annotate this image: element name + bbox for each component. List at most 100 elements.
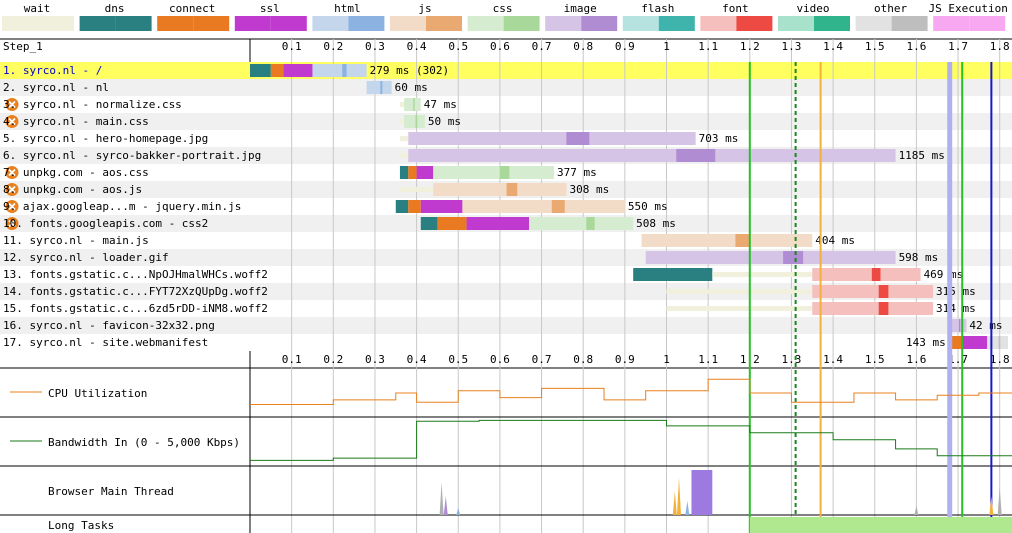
warning-icon-x	[8, 202, 16, 211]
request-row: 7. unpkg.com - aos.css 377 ms	[3, 166, 597, 179]
request-label: 3. syrco.nl - normalize.css	[3, 98, 182, 111]
tick-label-top: 1	[663, 40, 670, 53]
tick-label-bottom: 0.5	[448, 353, 468, 366]
bar-download-html	[380, 81, 383, 94]
legend-swatch-dark	[426, 16, 462, 31]
tick-label-top: 0.5	[448, 40, 468, 53]
tick-label-top: 0.3	[365, 40, 385, 53]
legend-label: other	[874, 2, 907, 15]
legend-label: dns	[105, 2, 125, 15]
bar-segment-font	[812, 285, 934, 298]
request-row: 17. syrco.nl - site.webmanifest 143 ms	[3, 336, 1009, 349]
legend-swatch-dark	[348, 16, 385, 31]
row-bg	[0, 96, 1012, 113]
tick-label-bottom: 1.6	[906, 353, 926, 366]
long-task-bar	[749, 517, 1012, 533]
request-row: 15. fonts.gstatic.c...6zd5rDD-iNM8.woff2…	[3, 302, 976, 315]
request-label: 1. syrco.nl - /	[3, 64, 102, 77]
bar-segment-other	[987, 336, 1009, 349]
request-label: 5. syrco.nl - hero-homepage.jpg	[3, 132, 208, 145]
tick-label-bottom: 0.1	[282, 353, 302, 366]
legend-swatch-light	[312, 16, 349, 31]
bar-segment-image	[408, 149, 896, 162]
legend-swatch-dark	[503, 16, 540, 31]
legend-swatch-light	[79, 16, 116, 31]
request-row: 14. fonts.gstatic.c...FYT72XzQUpDg.woff2…	[3, 285, 976, 298]
legend-swatch-light	[545, 16, 582, 31]
request-label: 15. fonts.gstatic.c...6zd5rDD-iNM8.woff2	[3, 302, 268, 315]
request-row: 6. syrco.nl - syrco-bakker-portrait.jpg 1…	[3, 149, 945, 162]
tick-label-bottom: 1.1	[698, 353, 718, 366]
request-row: 2. syrco.nl - nl 60 ms	[3, 81, 428, 94]
bar-segment-wait	[712, 272, 813, 277]
row-bg	[0, 317, 1012, 334]
legend-swatch-light	[234, 16, 271, 31]
bar-download-css	[586, 217, 595, 230]
warning-icon-x	[8, 117, 16, 126]
tick-label-bottom: 1.3	[782, 353, 802, 366]
bar-segment-wait	[399, 136, 409, 141]
tick-label-top: 1.7	[948, 40, 968, 53]
row-bg	[0, 232, 1012, 249]
request-time: 308 ms	[570, 183, 610, 196]
bar-segment-connect	[949, 336, 963, 349]
request-time: 598 ms	[899, 251, 939, 264]
row-bg	[0, 283, 1012, 300]
request-time: 314 ms	[936, 302, 976, 315]
bar-download-css	[413, 98, 415, 111]
tick-label-bottom: 1.4	[823, 353, 843, 366]
bar-segment-wait	[666, 289, 813, 294]
warning-icon-x	[8, 219, 16, 228]
bar-segment-connect	[270, 64, 284, 77]
tick-label-top: 1.8	[990, 40, 1010, 53]
bar-download-js	[735, 234, 750, 247]
legend: wait dns connect ssl html js css image flash font…	[2, 2, 1008, 31]
bar-segment-image	[408, 132, 696, 145]
legend-swatch-light	[700, 16, 737, 31]
legend-swatch-dark	[115, 16, 152, 31]
metrics-panels: CPU Utilization Bandwidth In (0 - 5,000 K…	[10, 378, 1012, 533]
legend-swatch-dark	[736, 16, 773, 31]
request-row: 10. fonts.googleapis.com - css2 508 ms	[3, 217, 676, 230]
legend-swatch-light	[157, 16, 194, 31]
request-label: 4. syrco.nl - main.css	[3, 115, 149, 128]
bar-segment-ssl	[962, 336, 988, 349]
bar-download-js	[506, 183, 518, 196]
bar-segment-connect	[408, 166, 417, 179]
bar-segment-ssl	[416, 166, 434, 179]
legend-swatch-light	[778, 16, 814, 31]
main-thread-spike	[914, 505, 919, 515]
tick-label-top: 0.6	[490, 40, 510, 53]
request-label: 7. unpkg.com - aos.css	[3, 166, 149, 179]
tick-label-bottom: 1	[663, 353, 670, 366]
bar-segment-dns	[420, 217, 438, 230]
request-label: 17. syrco.nl - site.webmanifest	[3, 336, 208, 349]
bar-download-other	[998, 336, 1001, 349]
tick-label-top: 1.6	[906, 40, 926, 53]
bar-segment-wait	[399, 119, 405, 124]
bar-segment-wait	[666, 306, 813, 311]
request-row: 12. syrco.nl - loader.gif 598 ms	[3, 251, 938, 264]
bar-download-font	[878, 285, 889, 298]
request-row: 5. syrco.nl - hero-homepage.jpg 703 ms	[3, 132, 738, 145]
bar-segment-wait	[399, 187, 434, 192]
bar-segment-image	[645, 251, 896, 264]
legend-label: JS Execution	[928, 2, 1007, 15]
request-time: 404 ms	[815, 234, 855, 247]
main-thread-spike	[672, 491, 677, 515]
tick-label-bottom: 0.6	[490, 353, 510, 366]
request-time: 377 ms	[557, 166, 597, 179]
bar-download-css	[499, 166, 510, 179]
main-thread-spike	[439, 482, 444, 515]
row-bg	[0, 113, 1012, 130]
tick-label-bottom: 0.4	[407, 353, 427, 366]
main-thread-spike	[676, 477, 681, 515]
tick-label-top: 0.7	[532, 40, 552, 53]
bar-segment-dns	[395, 200, 409, 213]
long-tasks-label: Long Tasks	[48, 519, 114, 532]
bar-download-image	[676, 149, 716, 162]
bar-segment-connect	[437, 217, 467, 230]
main-thread-block	[691, 470, 713, 515]
request-row: 13. fonts.gstatic.c...NpOJHmalWHCs.woff2…	[3, 268, 963, 281]
legend-swatch-light	[622, 16, 659, 31]
